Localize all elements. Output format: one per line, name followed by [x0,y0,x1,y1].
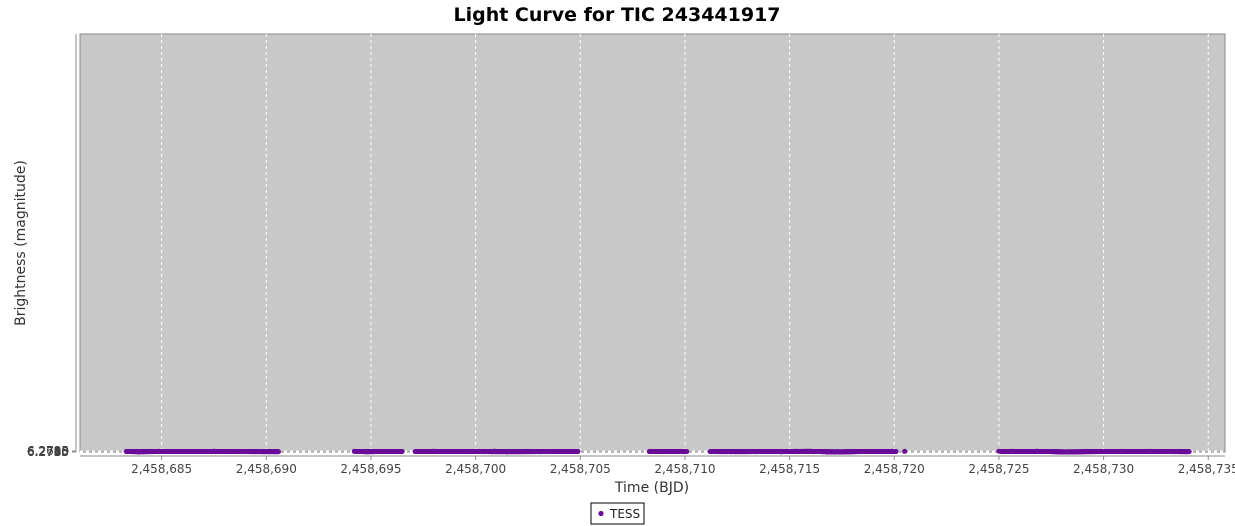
tess-outlier-point [1065,449,1071,455]
x-tick-label: 2,458,720 [864,462,925,476]
tess-outlier-point [778,449,784,455]
y-axis-label: Brightness (magnitude) [13,160,29,326]
x-tick-label: 2,458,725 [968,462,1029,476]
tess-outlier-point [211,448,217,454]
y-axis-ticks: 6.26956.27006.27056.27106.27156.27206.27… [27,444,76,459]
x-tick-label: 2,458,690 [236,462,297,476]
legend-label-tess: TESS [609,507,640,521]
tess-outlier-point [1119,448,1125,454]
tess-outlier-point [491,448,498,454]
legend-box [590,502,645,525]
tess-outlier-point [807,448,814,454]
plot-area [79,33,1226,453]
x-tick-label: 2,458,695 [340,462,401,476]
x-tick-label: 2,458,685 [131,462,192,476]
tess-outlier-point [156,448,163,454]
y-tick-label: 6.2745 [27,445,69,459]
tess-point [276,449,281,455]
tess-outlier-point [504,449,510,455]
x-tick-label: 2,458,705 [550,462,611,476]
chart-title: Light Curve for TIC 243441917 [453,4,780,26]
y-tick-label: 6.2715 [27,444,69,458]
tess-outlier-point [902,448,908,454]
y-tick-label: 6.2695 [27,444,69,458]
x-tick-label: 2,458,715 [759,462,820,476]
y-tick-label: 6.2765 [27,445,69,459]
legend: TESS [590,502,645,525]
x-axis-ticks: 2,458,685 2,458,690 2,458,695 2,458,700 2,45… [131,456,1235,476]
x-tick-label: 2,458,735 [1178,462,1235,476]
tess-point [1186,449,1192,455]
tess-outlier-point [1147,448,1153,454]
y-tick-label: 6.2700 [27,444,69,458]
tess-outlier-point [431,448,437,454]
legend-marker [598,510,604,517]
tess-outlier-point [835,449,841,455]
y-tick-label: 6.2760 [27,445,69,459]
tess-outlier-point [824,449,830,455]
tess-outlier-point [996,448,1002,454]
x-tick-label: 2,458,710 [654,462,715,476]
y-tick-label: 6.2740 [27,445,69,459]
y-tick-label: 6.2750 [27,445,69,459]
tess-point [575,449,581,454]
tess-point [684,449,690,454]
tess-outlier-point [136,449,142,455]
x-axis-label: Time (BJD) [614,480,689,496]
y-tick-label: 6.2725 [27,445,69,459]
tess-outlier-point [1034,448,1040,454]
y-tick-label: 6.2735 [27,445,69,459]
data-points [123,448,1192,455]
tess-point [893,449,899,454]
tess-point [399,449,405,454]
x-tick-label: 2,458,700 [445,462,506,476]
tess-outlier-point [364,449,370,455]
y-tick-label: 6.2755 [27,445,69,459]
y-tick-label: 6.2705 [27,444,69,458]
y-tick-label: 6.2730 [27,445,69,459]
y-tick-label: 6.2710 [27,444,69,458]
x-tick-label: 2,458,730 [1073,462,1134,476]
tess-outlier-point [889,448,895,454]
y-tick-label: 6.2720 [27,444,69,458]
tess-outlier-point [1008,448,1015,454]
